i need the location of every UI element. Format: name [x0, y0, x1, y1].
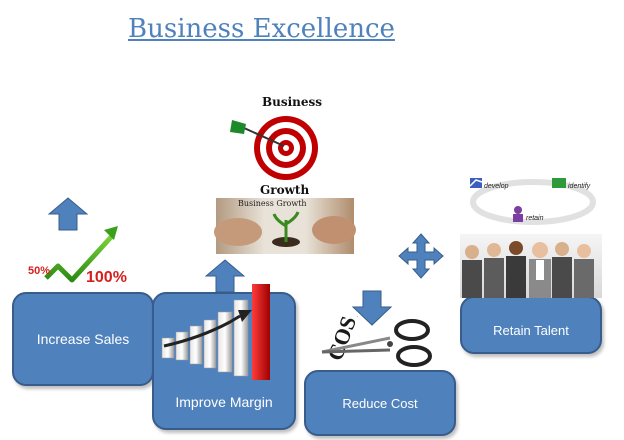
cost-scissors-graphic: COST: [321, 316, 432, 367]
page-title: Business Excellence: [128, 14, 395, 44]
talent-identify-label: identify: [568, 183, 591, 190]
target-illustration: Business Growth Business Growth: [214, 95, 356, 254]
up-arrow-icon: [48, 197, 88, 231]
team-photo: [460, 234, 602, 298]
business-growth-card: Business Growth Business Growth: [214, 92, 356, 256]
target-top-word: Business: [262, 95, 322, 109]
increase-sales-box[interactable]: Increase Sales: [12, 292, 154, 386]
reduce-cost-box[interactable]: Reduce Cost: [304, 370, 456, 436]
sales-left-value: 50%: [28, 265, 50, 277]
retain-talent-box[interactable]: Retain Talent: [460, 296, 602, 354]
down-arrow-icon: [352, 290, 392, 326]
talent-cycle-graphic: develop identify retain: [469, 178, 596, 225]
cost-word: COST: [322, 316, 366, 364]
up-arrow-icon: [205, 259, 245, 293]
margin-bar-chart-graphic: [161, 284, 270, 380]
four-way-arrow-icon: [398, 233, 444, 279]
talent-develop-label: develop: [484, 183, 509, 190]
improve-margin-label: Improve Margin: [175, 394, 273, 410]
sales-right-value: 100%: [86, 269, 127, 286]
target-caption: Business Growth: [238, 199, 307, 208]
increase-sales-label: Increase Sales: [36, 331, 130, 347]
retain-talent-label: Retain Talent: [493, 323, 569, 338]
sales-growth-graphic: 50% 100%: [28, 226, 127, 286]
reduce-cost-label: Reduce Cost: [342, 395, 418, 411]
target-bottom-word: Growth: [260, 183, 309, 197]
talent-retain-label: retain: [526, 215, 544, 222]
